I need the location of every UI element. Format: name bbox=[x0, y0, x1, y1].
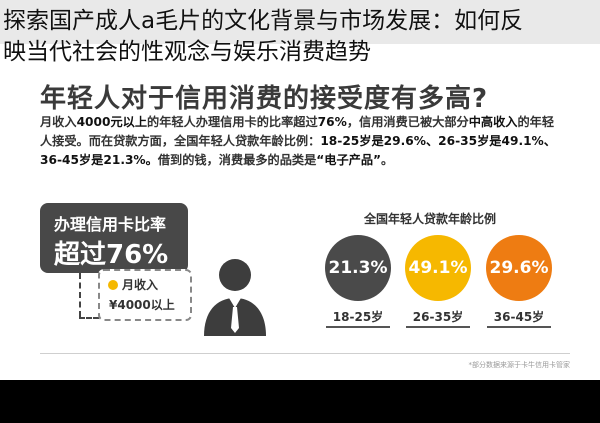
para-text: 月收入 bbox=[40, 115, 77, 129]
loan-age-circle-36-45: 29.6% bbox=[486, 235, 552, 301]
para-text: 。 bbox=[381, 153, 394, 167]
headline: 探索国产成人a毛片的文化背景与市场发展：如何反 映当代社会的性观念与娱乐消费趋势 bbox=[0, 0, 600, 96]
rate-box-value: 超过76% bbox=[54, 240, 169, 270]
para-highlight: 中高收入 bbox=[468, 115, 518, 129]
loan-age-circle-26-35: 49.1% bbox=[405, 235, 471, 301]
headline-line-2: 映当代社会的性观念与娱乐消费趋势 bbox=[3, 39, 371, 65]
source-footnote: *部分数据来源于卡牛信用卡管家 bbox=[468, 361, 571, 369]
connector-line bbox=[79, 273, 81, 317]
intro-paragraph: 月收入4000元以上的年轻人办理信用卡的比率超过76%，信用消费已被大部分中高收… bbox=[40, 113, 565, 170]
para-highlight: 18-25岁是29.6%、26-35岁是49.1%、36-45岁是21.3%。 bbox=[40, 134, 556, 167]
divider bbox=[40, 353, 570, 354]
person-icon bbox=[204, 259, 266, 336]
income-label: 月收入 bbox=[122, 278, 159, 292]
bullet-dot-icon bbox=[108, 280, 118, 290]
para-text: ，信用消费已被大部分 bbox=[346, 115, 469, 129]
age-underline bbox=[406, 326, 470, 328]
para-text: 借到的钱，消费最多的品类是 bbox=[157, 153, 317, 167]
credit-card-rate-box: 办理信用卡比率 超过76% bbox=[40, 203, 188, 273]
para-highlight: 4000元以上 bbox=[76, 115, 148, 129]
para-text: 的年轻人办理信用卡的比率超过 bbox=[147, 115, 318, 129]
age-label-18-25: 18-25岁 bbox=[332, 310, 384, 324]
income-value: ¥4000以上 bbox=[109, 298, 175, 312]
age-underline bbox=[487, 326, 551, 328]
para-highlight: 76% bbox=[317, 115, 347, 129]
loan-age-circle-18-25: 21.3% bbox=[325, 235, 391, 301]
age-label-26-35: 26-35岁 bbox=[412, 310, 464, 324]
age-underline bbox=[326, 326, 390, 328]
loan-chart-title: 全国年轻人贷款年龄比例 bbox=[363, 212, 496, 226]
title-band bbox=[0, 0, 600, 44]
headline-line-1: 探索国产成人a毛片的文化背景与市场发展：如何反 bbox=[3, 8, 524, 34]
main-question: 年轻人对于信用消费的接受度有多高? bbox=[40, 84, 489, 114]
income-box: 月收入 ¥4000以上 bbox=[98, 269, 192, 321]
infographic-image: 年轻人对于信用消费的接受度有多高? 月收入4000元以上的年轻人办理信用卡的比率… bbox=[0, 44, 600, 380]
connector-line bbox=[79, 317, 99, 319]
para-text: 的年轻人接受。而在贷款方面，全国年轻人贷款年龄比例： bbox=[40, 115, 555, 148]
age-label-36-45: 36-45岁 bbox=[493, 310, 545, 324]
para-highlight: “电子产品” bbox=[316, 153, 382, 167]
rate-box-label: 办理信用卡比率 bbox=[54, 215, 167, 234]
